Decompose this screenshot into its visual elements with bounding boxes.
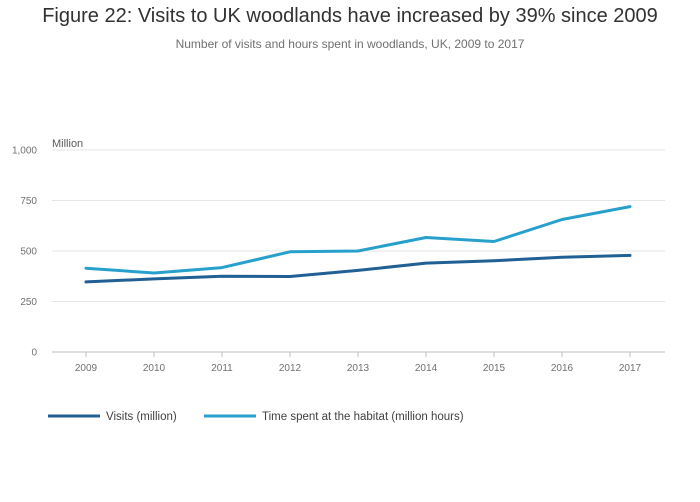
axes: 0 250 500 750 1,000 2009 2010 2011 2012 2013 2014 2… (12, 146, 665, 374)
x-tick-label: 2015 (483, 363, 506, 374)
x-tick-label: 2011 (211, 363, 233, 374)
chart-subtitle: Number of visits and hours spent in wood… (175, 37, 525, 51)
legend: Visits (million) Time spent at the habita… (48, 411, 464, 423)
y-tick-label: 1,000 (12, 146, 37, 157)
x-tick-label: 2014 (415, 363, 438, 374)
y-axis-unit-label: Million (52, 138, 83, 150)
legend-label: Visits (million) (106, 411, 177, 423)
x-tick-label: 2017 (619, 363, 642, 374)
x-tick-label: 2009 (75, 363, 98, 374)
gridlines (52, 149, 665, 302)
y-tick-label: 0 (31, 348, 37, 359)
y-tick-label: 500 (20, 247, 37, 258)
x-tick-label: 2016 (551, 363, 574, 374)
chart-title: Figure 22: Visits to UK woodlands have i… (42, 5, 658, 27)
x-tick-label: 2012 (279, 363, 302, 374)
x-tick-label: 2010 (143, 363, 166, 374)
y-tick-label: 750 (20, 196, 37, 207)
x-tick-label: 2013 (347, 363, 370, 374)
legend-label: Time spent at the habitat (million hours… (262, 411, 464, 423)
series-line-time-spent (84, 205, 632, 275)
y-tick-label: 250 (20, 297, 37, 308)
series-lines (84, 205, 632, 284)
series-line-visits (84, 253, 632, 284)
